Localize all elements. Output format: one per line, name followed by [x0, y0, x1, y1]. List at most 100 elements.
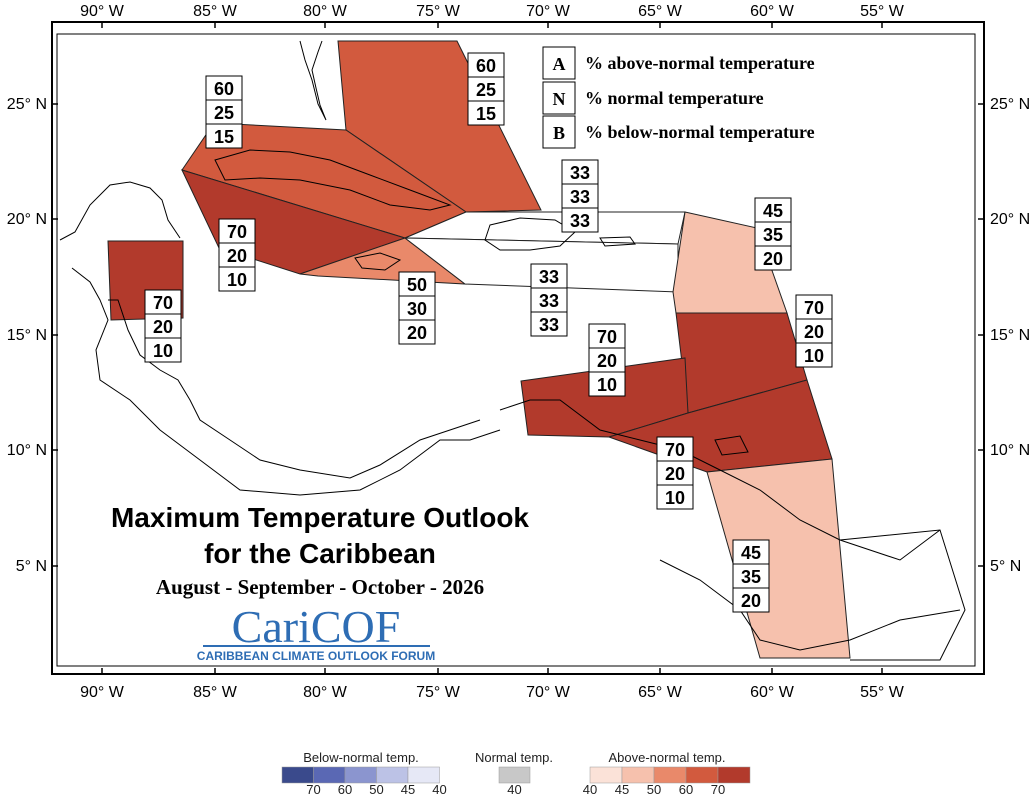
- below-scale-swatches: [281, 766, 440, 784]
- abc-below: 10: [597, 375, 617, 395]
- belize-below: 10: [153, 341, 173, 361]
- south-cuba-below: 10: [227, 270, 247, 290]
- below-swatch-0: [281, 766, 314, 784]
- lat-labels-right: 25° N 20° N 15° N 10° N 5° N: [990, 96, 1030, 575]
- region-bahamas: [337, 40, 542, 213]
- normal-scale-title: Normal temp.: [475, 750, 553, 765]
- above-scale-ticks: 40 45 50 60 70: [583, 782, 725, 796]
- lat-label-10n: 10° N: [7, 442, 47, 459]
- hispaniola-north-below: 33: [570, 211, 590, 231]
- subtitle: August - September - October - 2026: [156, 575, 484, 599]
- map-inner-frame: [56, 33, 976, 667]
- prob-box-leeward: 45 35 20: [754, 197, 792, 271]
- prob-box-abc: 70 20 10: [588, 323, 626, 397]
- guianas-normal: 35: [741, 567, 761, 587]
- south-cuba-normal: 20: [227, 246, 247, 266]
- title-line-1: Maximum Temperature Outlook: [111, 502, 529, 533]
- key-text-normal: % normal temperature: [585, 88, 764, 108]
- lon-label-65w-bottom: 65° W: [638, 684, 683, 701]
- lon-label-70w-bottom: 70° W: [526, 684, 571, 701]
- logo-wordmark: CariCOF: [232, 601, 401, 652]
- south-america-lower-coast: [659, 559, 961, 651]
- below-swatch-2: [344, 766, 377, 784]
- above-swatch-4: [717, 766, 751, 784]
- trinidad-above: 70: [665, 440, 685, 460]
- trinidad-below: 10: [665, 488, 685, 508]
- windward-above: 70: [804, 298, 824, 318]
- jamaica-above: 50: [407, 275, 427, 295]
- color-scales: Below-normal temp. 70 60 50 45 40 Normal tem…: [281, 750, 751, 796]
- lat-label-25n-right: 25° N: [990, 96, 1030, 113]
- north-cuba-normal: 25: [214, 103, 234, 123]
- hispaniola-pr-above: 33: [539, 267, 559, 287]
- normal-scale-ticks: 40: [507, 782, 521, 796]
- leeward-normal: 35: [763, 225, 783, 245]
- lon-label-60w: 60° W: [750, 3, 795, 20]
- lat-label-20n-right: 20° N: [990, 211, 1030, 228]
- guianas-below: 20: [741, 591, 761, 611]
- probability-key: A N B % above-normal temperature % norma…: [542, 46, 815, 149]
- above-tick-3: 60: [679, 782, 693, 796]
- trinidad-normal: 20: [665, 464, 685, 484]
- windward-normal: 20: [804, 322, 824, 342]
- hispaniola-pr-below: 33: [539, 315, 559, 335]
- caricof-logo: CariCOF CARIBBEAN CLIMATE OUTLOOK FORUM: [197, 601, 435, 663]
- above-tick-0: 40: [583, 782, 597, 796]
- lon-label-70w: 70° W: [526, 3, 571, 20]
- puerto-rico-outline: [599, 236, 636, 247]
- lon-label-60w-bottom: 60° W: [750, 684, 795, 701]
- lon-label-85w: 85° W: [193, 3, 238, 20]
- below-tick-2: 50: [369, 782, 383, 796]
- gulf-coast: [59, 181, 181, 241]
- abc-above: 70: [597, 327, 617, 347]
- hispaniola-north-above: 33: [570, 163, 590, 183]
- prob-box-windward: 70 20 10: [795, 294, 833, 368]
- lon-label-55w: 55° W: [860, 3, 905, 20]
- belize-normal: 20: [153, 317, 173, 337]
- bahamas-normal: 25: [476, 80, 496, 100]
- guyana-interior: [839, 529, 966, 661]
- lon-label-85w-bottom: 85° W: [193, 684, 238, 701]
- prob-box-bahamas: 60 25 15: [467, 52, 505, 126]
- abc-normal: 20: [597, 351, 617, 371]
- lon-label-80w-bottom: 80° W: [303, 684, 348, 701]
- prob-box-north-cuba: 60 25 15: [205, 75, 243, 149]
- lat-label-25n: 25° N: [7, 96, 47, 113]
- windward-below: 10: [804, 346, 824, 366]
- hispaniola-outline: [484, 217, 576, 251]
- below-swatch-1: [313, 766, 346, 784]
- tick-marks: [52, 22, 984, 674]
- logo-subtitle: CARIBBEAN CLIMATE OUTLOOK FORUM: [197, 649, 435, 663]
- below-swatch-3: [376, 766, 409, 784]
- north-cuba-above: 60: [214, 79, 234, 99]
- above-tick-2: 50: [647, 782, 661, 796]
- key-text-below: % below-normal temperature: [585, 122, 815, 142]
- leeward-below: 20: [763, 249, 783, 269]
- hispaniola-north-normal: 33: [570, 187, 590, 207]
- yucatan-coast: [108, 299, 481, 479]
- lat-label-5n: 5° N: [16, 558, 47, 575]
- above-tick-1: 45: [615, 782, 629, 796]
- lon-label-65w: 65° W: [638, 3, 683, 20]
- lat-label-15n-right: 15° N: [990, 327, 1030, 344]
- hispaniola-pr-normal: 33: [539, 291, 559, 311]
- lon-labels-top: 90° W 85° W 80° W 75° W 70° W 65° W 60° …: [80, 3, 905, 20]
- key-text-above: % above-normal temperature: [585, 53, 815, 73]
- above-swatch-2: [653, 766, 687, 784]
- florida-coast: [299, 40, 327, 121]
- lon-label-90w-bottom: 90° W: [80, 684, 125, 701]
- above-tick-4: 70: [711, 782, 725, 796]
- belize-above: 70: [153, 293, 173, 313]
- lat-labels-left: 25° N 20° N 15° N 10° N 5° N: [7, 96, 47, 575]
- prob-box-south-cuba: 70 20 10: [218, 218, 256, 292]
- key-letter-a: A: [553, 54, 566, 74]
- normal-tick-0: 40: [507, 782, 521, 796]
- jamaica-outline: [354, 252, 402, 271]
- above-scale-swatches: [589, 766, 751, 784]
- lat-label-5n-right: 5° N: [990, 558, 1021, 575]
- prob-box-belize: 70 20 10: [144, 289, 182, 363]
- normal-swatch-0: [498, 766, 531, 784]
- lon-label-55w-bottom: 55° W: [860, 684, 905, 701]
- below-swatch-4: [407, 766, 440, 784]
